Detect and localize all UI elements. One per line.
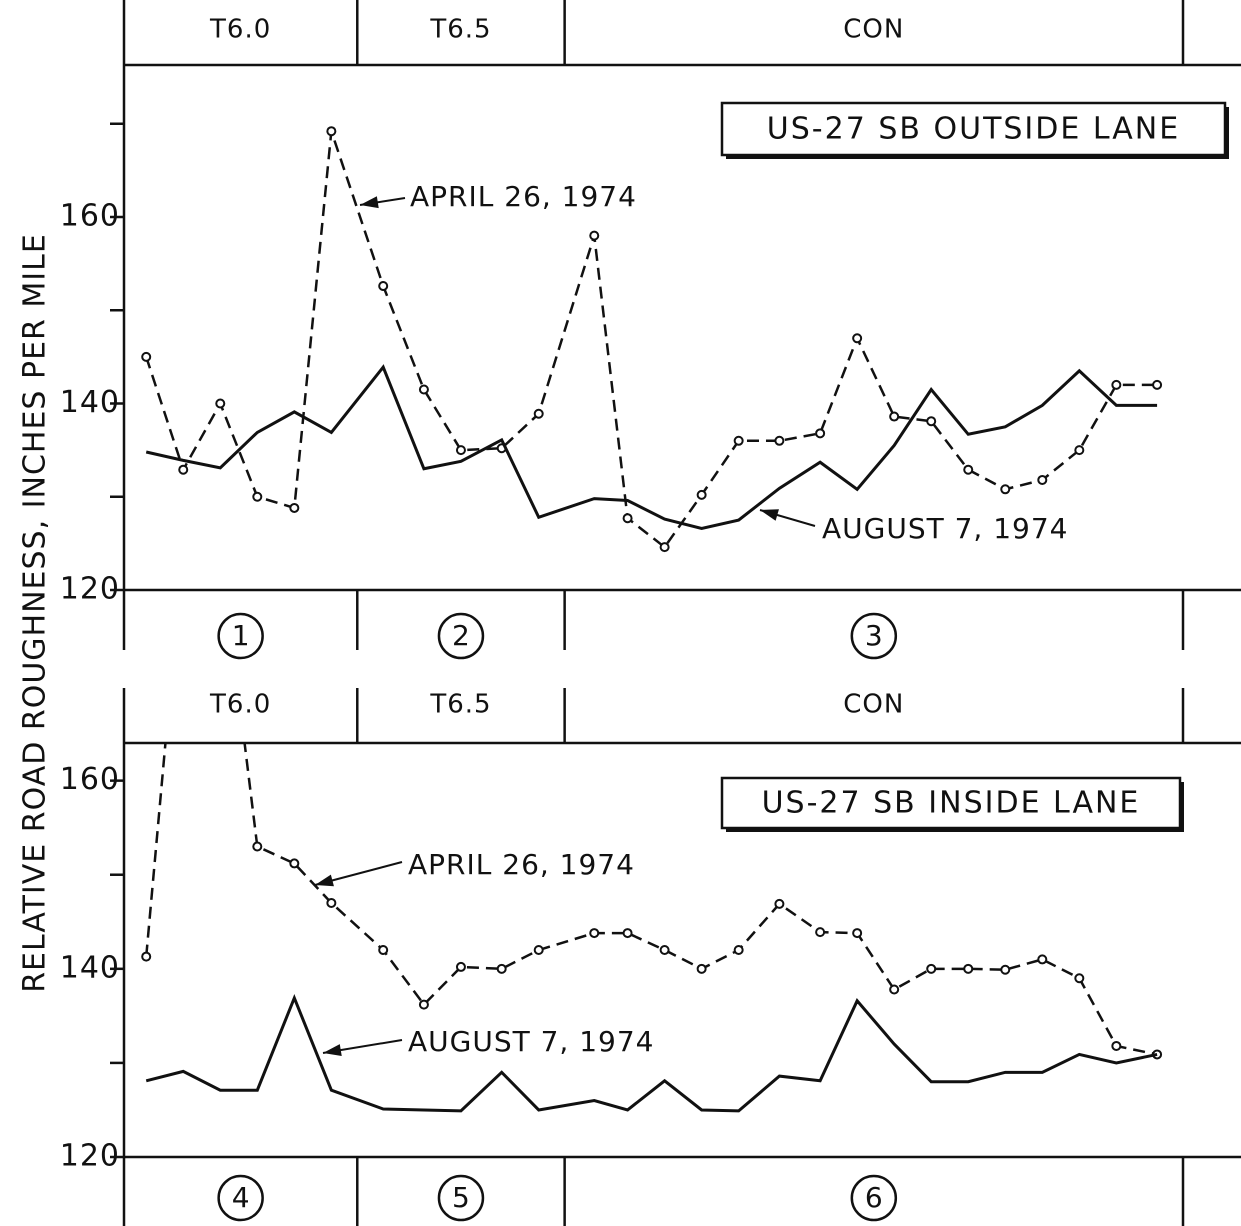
point: [533, 408, 544, 419]
point: [852, 333, 863, 344]
chart-title: US-27 SB INSIDE LANE: [762, 786, 1141, 821]
chart-title: US-27 SB OUTSIDE LANE: [767, 112, 1180, 147]
point: [926, 963, 937, 974]
point: [696, 963, 707, 974]
solid-line: [145, 993, 1158, 1113]
section-number: 4: [232, 1181, 250, 1214]
y-tick-label: 120: [60, 1139, 120, 1174]
solid-line: [145, 364, 1158, 530]
point: [589, 928, 600, 939]
point: [889, 984, 900, 995]
point: [622, 928, 633, 939]
section-number: 6: [865, 1181, 883, 1214]
arrow-head: [323, 1044, 342, 1056]
point: [141, 351, 152, 362]
point: [289, 858, 300, 869]
section-circle: [850, 612, 898, 660]
point: [815, 428, 826, 439]
y-tick-label: 140: [60, 385, 120, 420]
series-label: AUGUST 7, 1974: [822, 512, 1069, 545]
point: [418, 999, 429, 1010]
dashed-line: [145, 130, 1158, 549]
point: [533, 945, 544, 955]
point: [326, 897, 337, 908]
point: [733, 945, 744, 955]
plot-area: [141, 541, 1163, 1113]
point: [179, 541, 187, 549]
point: [1000, 964, 1011, 975]
point: [141, 951, 152, 962]
point: [418, 384, 429, 395]
point: [659, 542, 670, 553]
plot-area: [141, 126, 1163, 553]
title-box: [720, 776, 1182, 830]
y-tick-label: 120: [60, 572, 120, 607]
section-circle: [850, 1174, 898, 1222]
point: [326, 126, 337, 137]
point: [659, 945, 670, 955]
series-label: APRIL 26, 1974: [408, 848, 635, 881]
y-tick-label: 160: [60, 762, 120, 797]
section-label: CON: [843, 15, 904, 45]
point: [455, 961, 466, 972]
point: [1152, 379, 1163, 390]
section-circle: [437, 612, 485, 660]
point: [1074, 973, 1085, 984]
point: [1037, 954, 1048, 965]
section-circle: [217, 612, 264, 660]
section-number: 1: [232, 619, 250, 652]
point: [696, 489, 707, 500]
series-label: AUGUST 7, 1974: [408, 1025, 655, 1058]
point: [455, 445, 466, 456]
point: [589, 230, 600, 241]
point: [216, 541, 224, 549]
dashed-line: [144, 743, 1158, 1056]
section-number: 5: [452, 1181, 470, 1214]
point: [496, 963, 507, 974]
section-label: T6.5: [429, 690, 491, 720]
point: [1074, 445, 1085, 456]
point: [889, 411, 900, 422]
point: [963, 464, 974, 475]
arrow-head: [315, 874, 334, 887]
arrow-head: [760, 509, 779, 521]
y-tick-label: 140: [60, 950, 120, 985]
arrow-head: [360, 196, 379, 209]
point: [774, 435, 785, 446]
section-label: CON: [843, 690, 904, 720]
point: [926, 416, 937, 427]
point: [963, 963, 974, 974]
point: [378, 945, 389, 955]
point: [1037, 474, 1048, 485]
point: [252, 841, 263, 852]
point: [1111, 379, 1122, 390]
point: [1111, 1040, 1122, 1051]
point: [378, 281, 389, 292]
section-number: 2: [452, 619, 470, 652]
point: [289, 502, 300, 513]
point: [215, 398, 226, 409]
point: [178, 464, 189, 475]
title-box: [720, 101, 1227, 157]
point: [852, 928, 863, 939]
section-number: 3: [865, 619, 883, 652]
y-axis-label: RELATIVE ROAD ROUGHNESS, INCHES PER MILE: [18, 233, 53, 993]
point: [733, 435, 744, 446]
y-tick-label: 160: [60, 198, 120, 233]
point: [622, 513, 633, 524]
section-label: T6.0: [209, 690, 271, 720]
series-label: APRIL 26, 1974: [410, 180, 637, 213]
section-label: T6.5: [429, 15, 491, 45]
point: [252, 491, 263, 502]
section-circle: [437, 1174, 485, 1222]
point: [815, 927, 826, 938]
section-label: T6.0: [209, 15, 271, 45]
point: [1000, 484, 1011, 495]
point: [774, 898, 785, 909]
section-circle: [217, 1174, 264, 1222]
